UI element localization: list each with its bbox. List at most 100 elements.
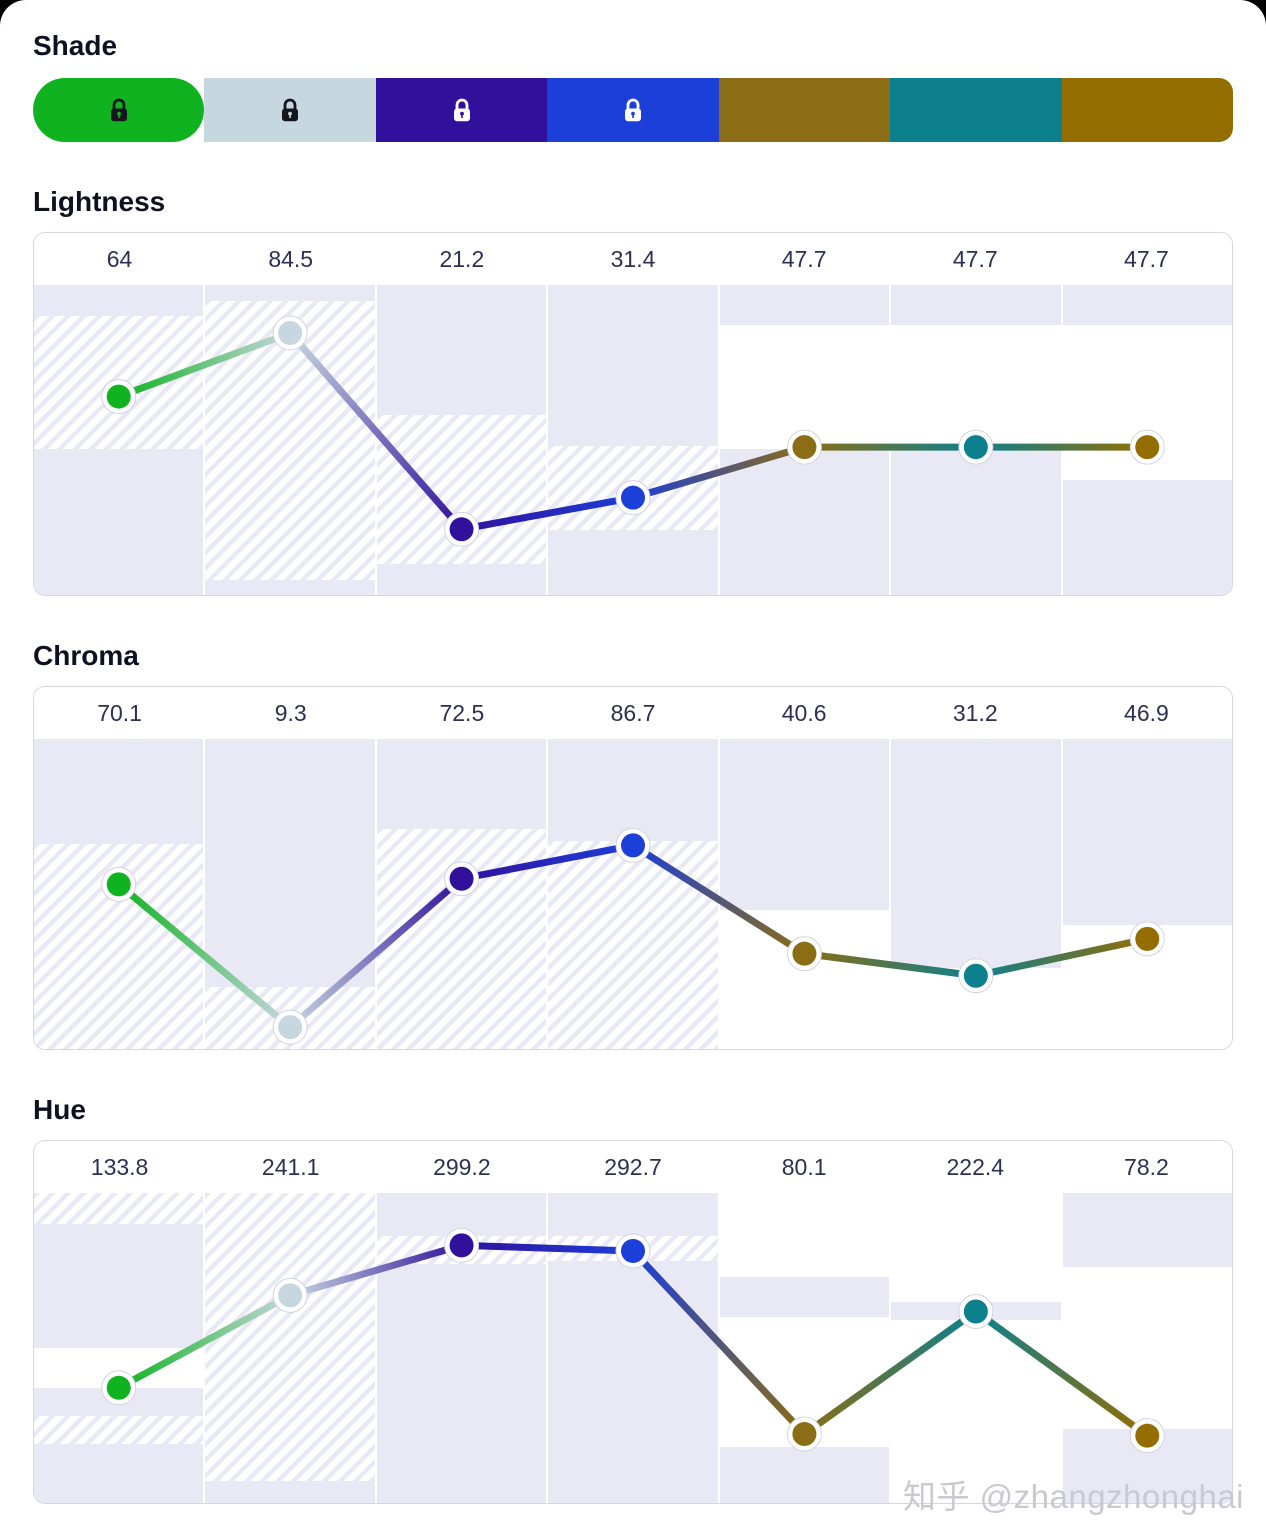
charts-container: Lightness 64 84.5 21.2 31.4 47.7 47.7 47.7 Chrom… <box>33 186 1233 1504</box>
lightness-value-label: 47.7 <box>1124 245 1169 272</box>
hue-column-7[interactable] <box>1062 1193 1232 1503</box>
band-lav <box>1062 480 1232 595</box>
band-lav <box>891 449 1061 595</box>
chroma-column-7[interactable] <box>1062 739 1232 1049</box>
band-lav <box>548 1261 718 1503</box>
chroma-chart-area[interactable] <box>34 739 1232 1049</box>
chroma-column-4[interactable] <box>548 739 718 1049</box>
band-lav <box>205 739 375 987</box>
lightness-value-label: 31.4 <box>610 245 656 272</box>
swatch-shade-4[interactable] <box>547 78 719 142</box>
swatch-shade-2[interactable] <box>204 78 376 142</box>
band-hatch <box>376 828 547 1049</box>
lock-icon[interactable] <box>450 96 474 124</box>
band-hatch <box>548 841 718 1049</box>
chroma-value-label: 72.5 <box>439 699 485 726</box>
lock-icon[interactable] <box>278 96 302 124</box>
band-lav <box>891 739 1061 969</box>
lightness-column-4[interactable] <box>548 285 718 595</box>
swatch-shade-6[interactable] <box>890 78 1062 142</box>
value-dot[interactable] <box>449 517 474 542</box>
band-lav <box>719 1447 890 1503</box>
shade-title: Shade <box>33 30 118 61</box>
lock-icon[interactable] <box>621 96 645 124</box>
hue-value-label: 78.2 <box>1124 1153 1169 1180</box>
band-lav <box>719 449 890 595</box>
value-dot[interactable] <box>106 872 131 897</box>
band-lav <box>376 563 547 595</box>
lightness-value-label: 84.5 <box>268 245 314 272</box>
value-dot[interactable] <box>621 1238 645 1263</box>
swatch-shade-3[interactable] <box>375 78 548 142</box>
value-dot[interactable] <box>1135 926 1160 951</box>
shade-swatch-bar <box>33 78 1233 142</box>
value-dot[interactable] <box>106 1375 131 1400</box>
band-lav <box>34 1444 204 1503</box>
watermark: 知乎 @zhangzhonghai <box>902 1478 1244 1515</box>
band-lav <box>34 1224 204 1348</box>
band-white <box>719 325 890 450</box>
hue-column-5[interactable] <box>719 1193 890 1503</box>
chroma-value-label: 9.3 <box>274 699 307 726</box>
lightness-title: Lightness <box>33 186 166 217</box>
lightness-column-7[interactable] <box>1062 285 1232 595</box>
value-dot[interactable] <box>792 435 817 460</box>
chroma-column-5[interactable] <box>719 739 890 1049</box>
lightness-column-3[interactable] <box>376 285 547 595</box>
hue-column-2[interactable] <box>205 1193 375 1503</box>
value-dot[interactable] <box>1135 435 1160 460</box>
value-dot[interactable] <box>621 485 645 510</box>
band-lav <box>1062 739 1232 925</box>
value-dot[interactable] <box>1135 1423 1160 1448</box>
band-lav <box>548 739 718 842</box>
band-hatch <box>34 316 204 450</box>
value-dot[interactable] <box>278 1015 303 1040</box>
band-white <box>719 909 890 1049</box>
band-lav <box>719 285 890 326</box>
band-lav <box>205 579 375 595</box>
hue-chart-area[interactable] <box>34 1193 1232 1503</box>
lightness-column-1[interactable] <box>34 285 204 595</box>
value-dot[interactable] <box>792 1422 817 1447</box>
lock-icon[interactable] <box>107 96 131 124</box>
hue-column-1[interactable] <box>34 1193 204 1503</box>
value-dot[interactable] <box>278 321 303 346</box>
band-hatch <box>34 1193 204 1224</box>
band-white <box>891 325 1061 450</box>
value-dot[interactable] <box>963 963 988 988</box>
chroma-column-6[interactable] <box>891 739 1061 1049</box>
band-lav <box>34 449 204 595</box>
chroma-column-2[interactable] <box>205 739 375 1049</box>
value-dot[interactable] <box>621 833 645 858</box>
lightness-chart-area[interactable] <box>34 285 1232 595</box>
hue-value-label: 292.7 <box>604 1153 662 1180</box>
value-dot[interactable] <box>963 435 988 460</box>
band-hatch <box>205 1193 375 1482</box>
swatch-shade-1[interactable] <box>33 78 205 142</box>
band-lav <box>548 1193 718 1237</box>
hue-column-6[interactable] <box>891 1193 1061 1503</box>
chart-section-chroma: Chroma 70.1 9.3 72.5 86.7 40.6 31.2 46.9 <box>33 640 1233 1050</box>
value-dot[interactable] <box>963 1299 988 1324</box>
lightness-value-label: 47.7 <box>781 245 827 272</box>
chroma-title: Chroma <box>33 640 139 671</box>
chroma-value-label: 70.1 <box>97 699 142 726</box>
hue-values-row: 133.8 241.1 299.2 292.7 80.1 222.4 78.2 <box>34 1141 1232 1193</box>
value-dot[interactable] <box>278 1283 303 1308</box>
chroma-column-3[interactable] <box>376 739 547 1049</box>
band-lav <box>719 739 890 910</box>
lightness-chart-card: 64 84.5 21.2 31.4 47.7 47.7 47.7 <box>33 232 1233 596</box>
band-lav <box>548 285 718 447</box>
swatch-shade-5[interactable] <box>718 78 891 142</box>
lightness-column-6[interactable] <box>891 285 1061 595</box>
band-lav <box>1062 285 1232 326</box>
value-dot[interactable] <box>449 866 474 891</box>
chroma-value-label: 40.6 <box>781 699 827 726</box>
hue-value-label: 241.1 <box>261 1153 320 1180</box>
value-dot[interactable] <box>106 384 131 409</box>
value-dot[interactable] <box>449 1233 474 1258</box>
value-dot[interactable] <box>792 941 817 966</box>
band-lav <box>719 1276 890 1317</box>
swatch-shade-7[interactable] <box>1061 78 1233 142</box>
